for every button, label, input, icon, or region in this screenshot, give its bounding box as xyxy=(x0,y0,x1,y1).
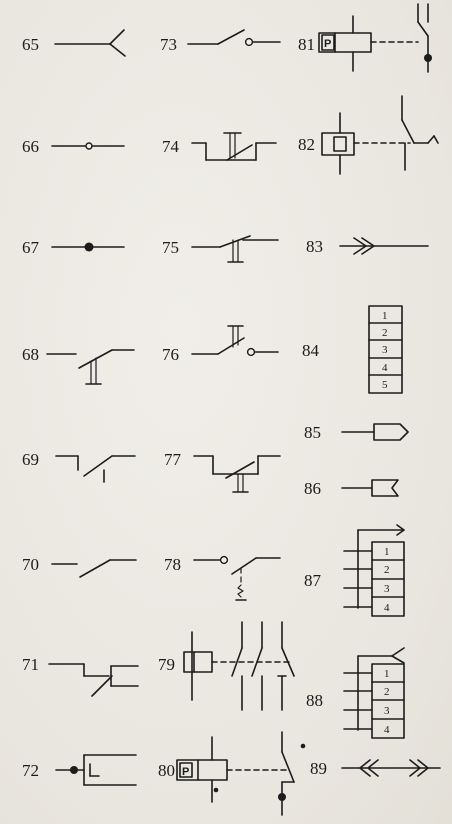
symbol-73: 73 xyxy=(160,29,281,54)
label-80: 80 xyxy=(158,761,175,780)
label-85: 85 xyxy=(304,423,321,442)
label-88: 88 xyxy=(306,691,323,710)
box88-1: 1 xyxy=(384,668,390,680)
symbol-80: 80 P xyxy=(158,731,306,816)
label-70: 70 xyxy=(22,555,39,574)
symbol-88: 88 1 2 3 4 xyxy=(306,647,405,739)
label-68: 68 xyxy=(22,345,39,364)
label-84: 84 xyxy=(302,341,320,360)
label-72: 72 xyxy=(22,761,39,780)
label-83: 83 xyxy=(306,237,323,256)
symbol-79: 79 xyxy=(158,621,295,711)
symbol-82: 82 xyxy=(298,95,439,175)
label-69: 69 xyxy=(22,450,39,469)
symbol-84: 84 1 2 3 4 5 xyxy=(302,305,403,394)
label-71: 71 xyxy=(22,655,39,674)
box84-3: 3 xyxy=(382,344,388,356)
symbol-71: 71 xyxy=(22,655,139,697)
box88-3: 3 xyxy=(384,705,390,717)
label-74: 74 xyxy=(162,137,180,156)
box87-4: 4 xyxy=(384,602,390,614)
symbol-86: 86 xyxy=(304,479,399,498)
symbol-70: 70 xyxy=(22,555,137,578)
label-89: 89 xyxy=(310,759,327,778)
symbol-76: 76 xyxy=(162,325,279,364)
symbol-67: 67 xyxy=(22,238,125,257)
symbol-69: 69 xyxy=(22,450,136,483)
label-77: 77 xyxy=(164,450,182,469)
label-67: 67 xyxy=(22,238,40,257)
symbol-85: 85 xyxy=(304,423,409,442)
label-86: 86 xyxy=(304,479,321,498)
label-65: 65 xyxy=(22,35,39,54)
symbol-66: 66 xyxy=(22,137,125,156)
label-75: 75 xyxy=(162,238,179,257)
symbol-89: 89 xyxy=(310,759,441,778)
box87-1: 1 xyxy=(384,546,390,558)
symbol-83: 83 xyxy=(306,237,429,256)
symbol-72: 72 xyxy=(22,754,137,786)
box84-2: 2 xyxy=(382,327,388,339)
label-73: 73 xyxy=(160,35,177,54)
box87-3: 3 xyxy=(384,583,390,595)
label-66: 66 xyxy=(22,137,39,156)
label-81: 81 xyxy=(298,35,315,54)
box87-2: 2 xyxy=(384,564,390,576)
box84-1: 1 xyxy=(382,310,388,322)
symbol-78: 78 xyxy=(164,555,281,601)
label-76: 76 xyxy=(162,345,179,364)
symbol-65: 65 xyxy=(22,29,126,57)
symbol-68: 68 xyxy=(22,345,135,385)
box88-4: 4 xyxy=(384,724,390,736)
symbol-77: 77 xyxy=(164,450,281,493)
label-87: 87 xyxy=(304,571,322,590)
symbol-87: 87 1 2 3 4 xyxy=(304,524,405,617)
box84-5: 5 xyxy=(382,379,388,391)
label-79: 79 xyxy=(158,655,175,674)
label-78: 78 xyxy=(164,555,181,574)
box88-2: 2 xyxy=(384,686,390,698)
symbol-75: 75 xyxy=(162,235,279,263)
relay-letter-81: P xyxy=(324,38,331,50)
symbol-81: 81 P xyxy=(298,3,432,73)
box84-4: 4 xyxy=(382,362,388,374)
relay-letter: P xyxy=(182,766,189,778)
symbol-74: 74 xyxy=(162,132,277,161)
label-82: 82 xyxy=(298,135,315,154)
